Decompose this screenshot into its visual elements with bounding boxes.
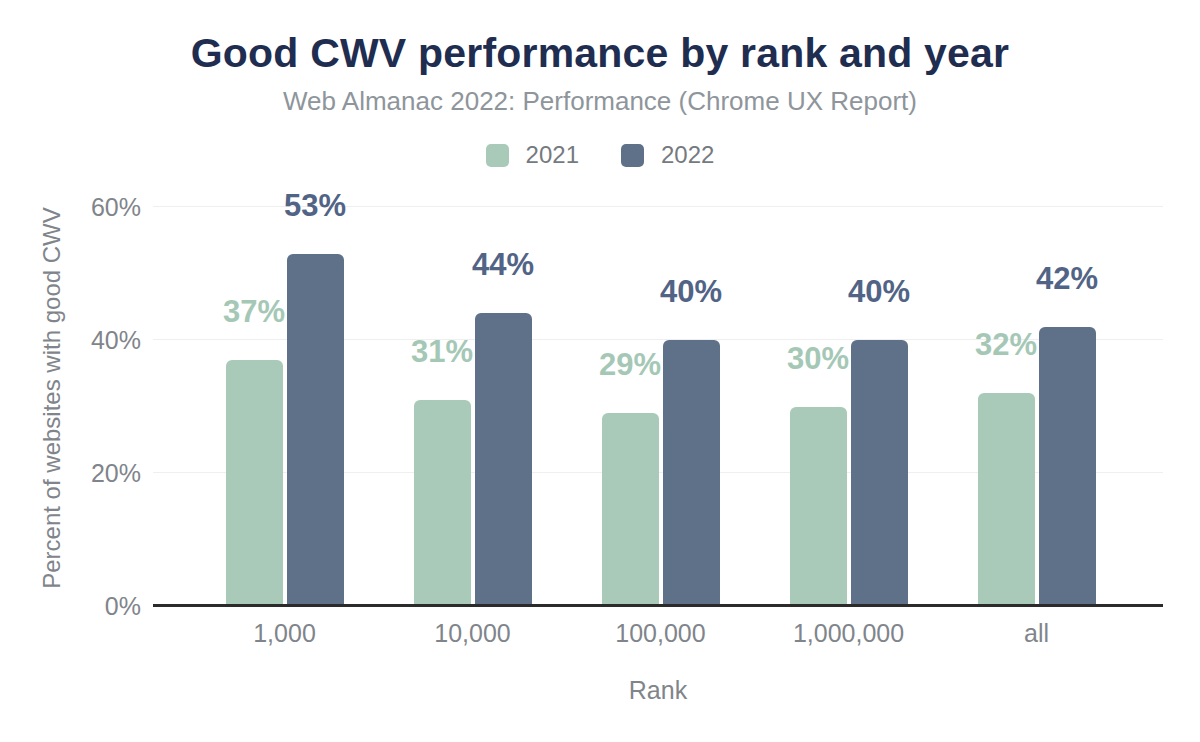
- y-axis-tick-label: 20%: [91, 459, 141, 488]
- legend-label: 2021: [526, 141, 579, 169]
- legend-label: 2022: [661, 141, 714, 169]
- bar-value-label: 53%: [284, 188, 346, 224]
- x-axis-title: Rank: [153, 676, 1163, 705]
- x-axis-tick-label: 1,000: [253, 619, 316, 648]
- bar-group: 31%44%10,000: [414, 207, 532, 606]
- bar-group: 30%40%1,000,000: [790, 207, 908, 606]
- bar-2021: [790, 407, 847, 607]
- legend-swatch-icon: [486, 144, 509, 167]
- bar-value-label: 37%: [223, 294, 285, 330]
- chart-subtitle: Web Almanac 2022: Performance (Chrome UX…: [0, 86, 1200, 117]
- bar-group: 29%40%100,000: [602, 207, 720, 606]
- legend-swatch-icon: [621, 144, 644, 167]
- legend-item-2021: 2021: [486, 141, 579, 169]
- bar-2022: [287, 254, 344, 606]
- bar-group: 37%53%1,000: [226, 207, 344, 606]
- bar-2022: [475, 313, 532, 606]
- y-axis-tick-label: 60%: [91, 193, 141, 222]
- x-axis-line: [153, 604, 1163, 607]
- bar-value-label: 29%: [599, 347, 661, 383]
- legend-item-2022: 2022: [621, 141, 714, 169]
- y-axis-tick-label: 0%: [105, 592, 141, 621]
- bar-2021: [978, 393, 1035, 606]
- bar-2022: [663, 340, 720, 606]
- bar-value-label: 30%: [787, 341, 849, 377]
- x-axis-tick-label: 1,000,000: [793, 619, 904, 648]
- bar-2022: [1039, 327, 1096, 606]
- legend: 2021 2022: [0, 141, 1200, 169]
- y-axis-title: Percent of websites with good CWV: [38, 207, 66, 589]
- bar-group: 32%42%all: [978, 207, 1096, 606]
- bar-value-label: 32%: [975, 327, 1037, 363]
- bar-2022: [851, 340, 908, 606]
- bar-2021: [602, 413, 659, 606]
- plot-area: 0%20%40%60%37%53%1,00031%44%10,00029%40%…: [153, 207, 1163, 606]
- bar-2021: [414, 400, 471, 606]
- bar-2021: [226, 360, 283, 606]
- y-axis-tick-label: 40%: [91, 326, 141, 355]
- bar-value-label: 44%: [472, 247, 534, 283]
- x-axis-tick-label: 100,000: [615, 619, 705, 648]
- chart-figure: Good CWV performance by rank and year We…: [0, 0, 1200, 742]
- x-axis-tick-label: all: [1024, 619, 1049, 648]
- bar-value-label: 31%: [411, 334, 473, 370]
- x-axis-tick-label: 10,000: [434, 619, 510, 648]
- bar-value-label: 40%: [660, 274, 722, 310]
- chart-title: Good CWV performance by rank and year: [0, 30, 1200, 77]
- bar-value-label: 40%: [848, 274, 910, 310]
- bar-value-label: 42%: [1036, 261, 1098, 297]
